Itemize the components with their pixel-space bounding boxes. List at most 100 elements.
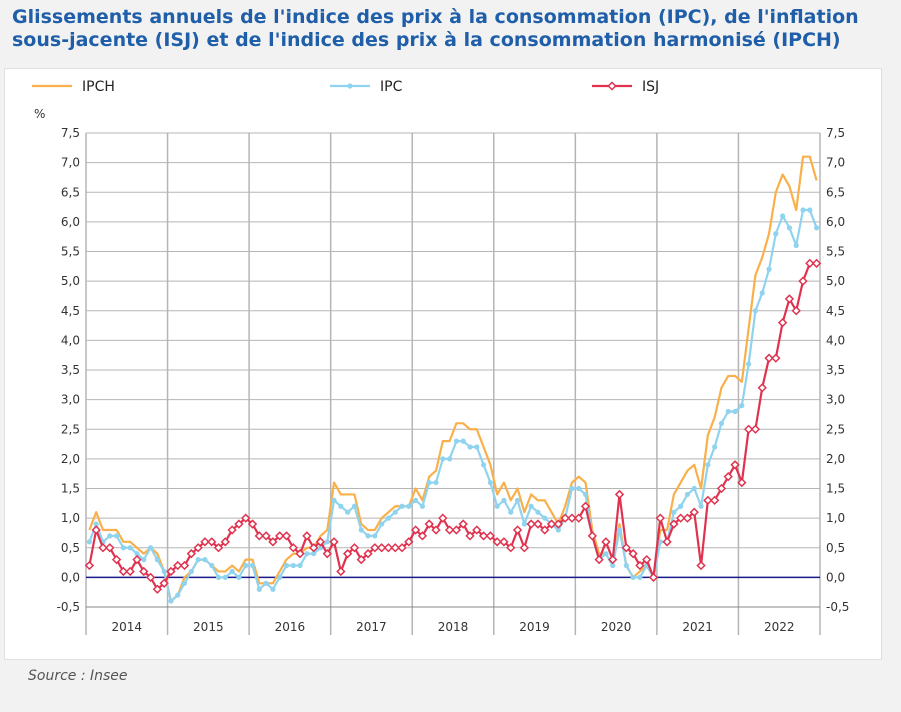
data-point-ipc [440,456,446,462]
data-point-ipc [501,497,507,503]
data-point-isj [743,424,754,434]
data-point-isj [492,537,502,547]
data-point-isj [254,531,264,541]
data-point-isj [533,519,543,529]
data-point-ipc [161,568,167,575]
data-point-ipc [215,574,222,580]
series-line-isj [88,262,817,591]
data-point-isj [553,519,564,529]
data-point-isj [247,519,258,529]
y-tick-label-right: 4,0 [826,333,845,347]
data-point-isj [145,572,156,583]
data-point-isj [737,477,747,488]
data-point-isj [750,424,761,434]
legend-label-ipc: IPC [380,79,403,95]
data-point-ipc [657,539,663,545]
data-point-ipc [372,533,378,539]
data-point-isj [234,519,244,529]
y-tick-label-left: 0,5 [61,541,80,555]
data-point-ipc [800,207,806,213]
data-point-ipc [120,545,126,551]
data-point-ipc [413,497,419,503]
data-point-ipc [86,539,92,545]
data-point-isj [465,531,475,541]
data-point-ipc [154,557,160,563]
data-point-ipc [379,521,385,527]
data-point-isj [98,543,108,553]
y-tick-label-left: 5,0 [61,274,80,288]
y-tick-label-right: 7,5 [826,126,845,140]
data-point-ipc [487,479,493,486]
y-tick-label-left: 0,0 [61,570,80,584]
data-point-isj [118,566,129,577]
data-point-isj [315,537,326,547]
data-point-ipc [718,420,725,426]
data-point-isj [179,560,190,571]
data-point-isj [200,537,210,547]
data-point-ipc [582,491,589,498]
data-point-ipc [277,574,283,580]
data-point-ipc [467,444,473,450]
data-point-ipc [684,491,691,498]
data-point-isj [689,507,699,517]
data-point-isj [784,294,795,304]
data-point-ipc [141,557,147,563]
data-point-ipc [399,503,405,509]
data-point-ipc [243,562,249,569]
data-point-ipc [134,551,140,557]
data-point-ipc [678,503,684,509]
x-tick-label: 2017 [356,620,387,634]
data-point-ipc [283,562,290,569]
data-point-isj [186,549,197,559]
data-point-ipc [508,509,514,515]
data-point-ipc [460,438,466,444]
data-point-ipc [290,562,296,569]
data-point-isj [601,537,611,547]
data-point-isj [648,572,659,583]
data-point-ipc [338,503,344,509]
data-point-isj [628,549,638,559]
data-point-isj [139,566,149,577]
data-point-ipc [705,462,711,468]
data-point-ipc [147,545,154,551]
data-point-ipc [494,503,500,509]
data-point-ipc [453,438,459,444]
data-point-isj [173,560,183,571]
data-point-isj [302,531,312,541]
data-point-ipc [555,527,561,533]
data-point-ipc [202,557,208,563]
data-point-isj [125,566,135,577]
data-point-isj [220,537,230,547]
data-point-isj [478,531,489,541]
data-point-isj [404,537,414,547]
data-point-ipc [392,509,398,515]
data-point-ipc [514,497,521,503]
data-point-ipc [793,242,799,249]
y-axis-unit: % [34,107,45,121]
data-point-isj [703,495,713,506]
data-point-isj [614,489,625,500]
data-point-isj [193,543,203,553]
data-point-ipc [365,533,371,539]
data-point-isj [642,554,652,565]
data-point-ipc [616,527,623,533]
data-point-isj [444,525,455,535]
data-point-isj [635,560,645,571]
data-point-ipc [331,497,337,503]
data-point-isj [295,549,305,559]
data-point-ipc [195,557,201,563]
data-point-isj [506,543,516,553]
data-point-isj [336,566,346,577]
data-point-isj [621,543,631,553]
data-point-ipc [752,308,759,314]
data-point-ipc [637,574,643,580]
data-point-isj [213,543,224,553]
data-point-isj [84,560,95,571]
data-point-ipc [712,444,718,450]
data-point-ipc [786,225,793,231]
data-point-isj [676,513,686,523]
x-tick-label: 2014 [112,620,143,634]
data-point-ipc [576,485,582,492]
data-point-isj [363,549,373,559]
